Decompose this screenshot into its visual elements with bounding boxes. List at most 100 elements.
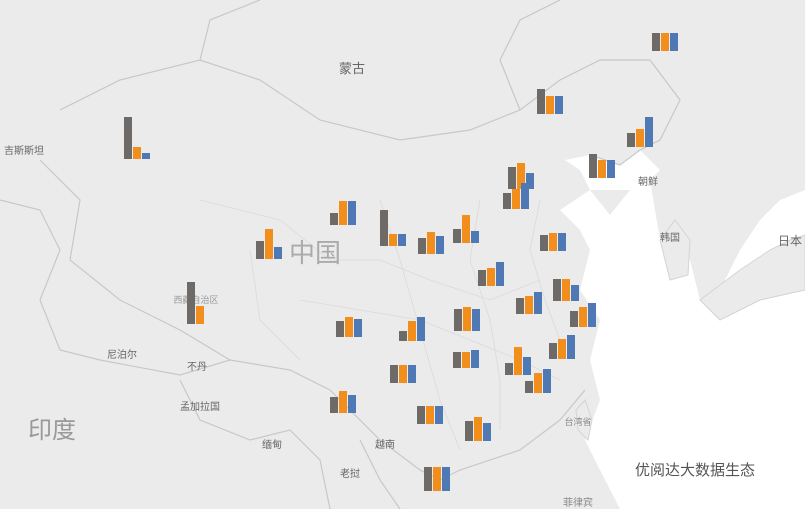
bar bbox=[196, 306, 204, 324]
bar bbox=[408, 321, 416, 341]
bar bbox=[558, 339, 566, 359]
bar bbox=[661, 33, 669, 51]
bar bbox=[471, 231, 479, 243]
bar bbox=[417, 406, 425, 424]
bar bbox=[418, 238, 426, 254]
bar bbox=[187, 282, 195, 324]
bar bbox=[579, 307, 587, 327]
japan bbox=[699, 234, 805, 321]
bar bbox=[478, 270, 486, 286]
bar bbox=[543, 369, 551, 393]
bar bbox=[471, 350, 479, 368]
bar bbox=[256, 241, 264, 259]
map-label: 孟加拉国 bbox=[180, 400, 220, 413]
bar bbox=[555, 96, 563, 114]
map-label: 不丹 bbox=[187, 361, 207, 373]
bar bbox=[514, 347, 522, 375]
bar bbox=[442, 467, 450, 491]
bar bbox=[571, 285, 579, 301]
bar bbox=[265, 229, 273, 259]
bar bbox=[546, 96, 554, 114]
bar bbox=[589, 154, 597, 178]
korea bbox=[659, 219, 691, 281]
map-label: 老挝 bbox=[340, 467, 360, 480]
bar bbox=[348, 395, 356, 413]
bar bbox=[399, 365, 407, 383]
map-label: 朝鲜 bbox=[638, 175, 658, 188]
bar bbox=[398, 234, 406, 246]
bar bbox=[453, 352, 461, 368]
bar bbox=[607, 160, 615, 178]
bar bbox=[133, 147, 141, 159]
bar bbox=[516, 298, 524, 314]
map-label: 印度 bbox=[28, 416, 76, 444]
bar bbox=[336, 321, 344, 337]
bar bbox=[636, 129, 644, 147]
map-label: 尼泊尔 bbox=[107, 348, 137, 361]
bar bbox=[435, 406, 443, 424]
bar bbox=[424, 467, 432, 491]
bar bbox=[517, 163, 525, 189]
bar bbox=[124, 117, 132, 159]
bar bbox=[645, 117, 653, 147]
bar bbox=[380, 210, 388, 246]
bar bbox=[525, 381, 533, 393]
bar bbox=[537, 89, 545, 114]
bar bbox=[474, 417, 482, 441]
bar bbox=[348, 201, 356, 225]
sea bbox=[560, 180, 805, 509]
bar bbox=[512, 189, 520, 209]
bar bbox=[652, 33, 660, 51]
bar bbox=[487, 268, 495, 286]
bar bbox=[483, 423, 491, 441]
bar bbox=[463, 307, 471, 331]
bar bbox=[549, 233, 557, 251]
bar bbox=[427, 232, 435, 254]
bar bbox=[496, 262, 504, 286]
map-label: 韩国 bbox=[660, 231, 680, 244]
taiwan bbox=[575, 399, 593, 442]
map-label: 台湾省 bbox=[564, 416, 591, 428]
bar bbox=[588, 303, 596, 327]
map-label: 越南 bbox=[375, 438, 395, 451]
bar bbox=[670, 33, 678, 51]
bar bbox=[505, 363, 513, 375]
bar bbox=[627, 133, 635, 147]
bar bbox=[534, 292, 542, 314]
bar bbox=[567, 335, 575, 359]
bar bbox=[462, 215, 470, 243]
map-label: 缅甸 bbox=[262, 438, 282, 451]
map-label: 日本 bbox=[778, 234, 802, 248]
bar bbox=[462, 352, 470, 368]
bar bbox=[433, 467, 441, 491]
bar bbox=[274, 247, 282, 259]
bar bbox=[472, 309, 480, 331]
bar bbox=[598, 160, 606, 178]
bar bbox=[526, 173, 534, 189]
bar bbox=[534, 373, 542, 393]
bar bbox=[339, 391, 347, 413]
bar bbox=[549, 343, 557, 359]
bar bbox=[523, 357, 531, 375]
bar bbox=[503, 193, 511, 209]
map-label: 中国 bbox=[289, 239, 341, 269]
bar bbox=[399, 331, 407, 341]
bar bbox=[562, 279, 570, 301]
bar bbox=[570, 311, 578, 327]
bar bbox=[525, 296, 533, 314]
bar bbox=[465, 421, 473, 441]
bar bbox=[330, 397, 338, 413]
bar bbox=[354, 319, 362, 337]
bar bbox=[453, 229, 461, 243]
map-label: 吉斯斯坦 bbox=[4, 144, 44, 157]
bar bbox=[390, 365, 398, 383]
bar bbox=[521, 183, 529, 209]
bar bbox=[345, 317, 353, 337]
bar bbox=[540, 235, 548, 251]
bar bbox=[408, 365, 416, 383]
bar bbox=[553, 279, 561, 301]
bar bbox=[426, 406, 434, 424]
bar bbox=[558, 233, 566, 251]
map-label: 西藏自治区 bbox=[173, 294, 218, 306]
